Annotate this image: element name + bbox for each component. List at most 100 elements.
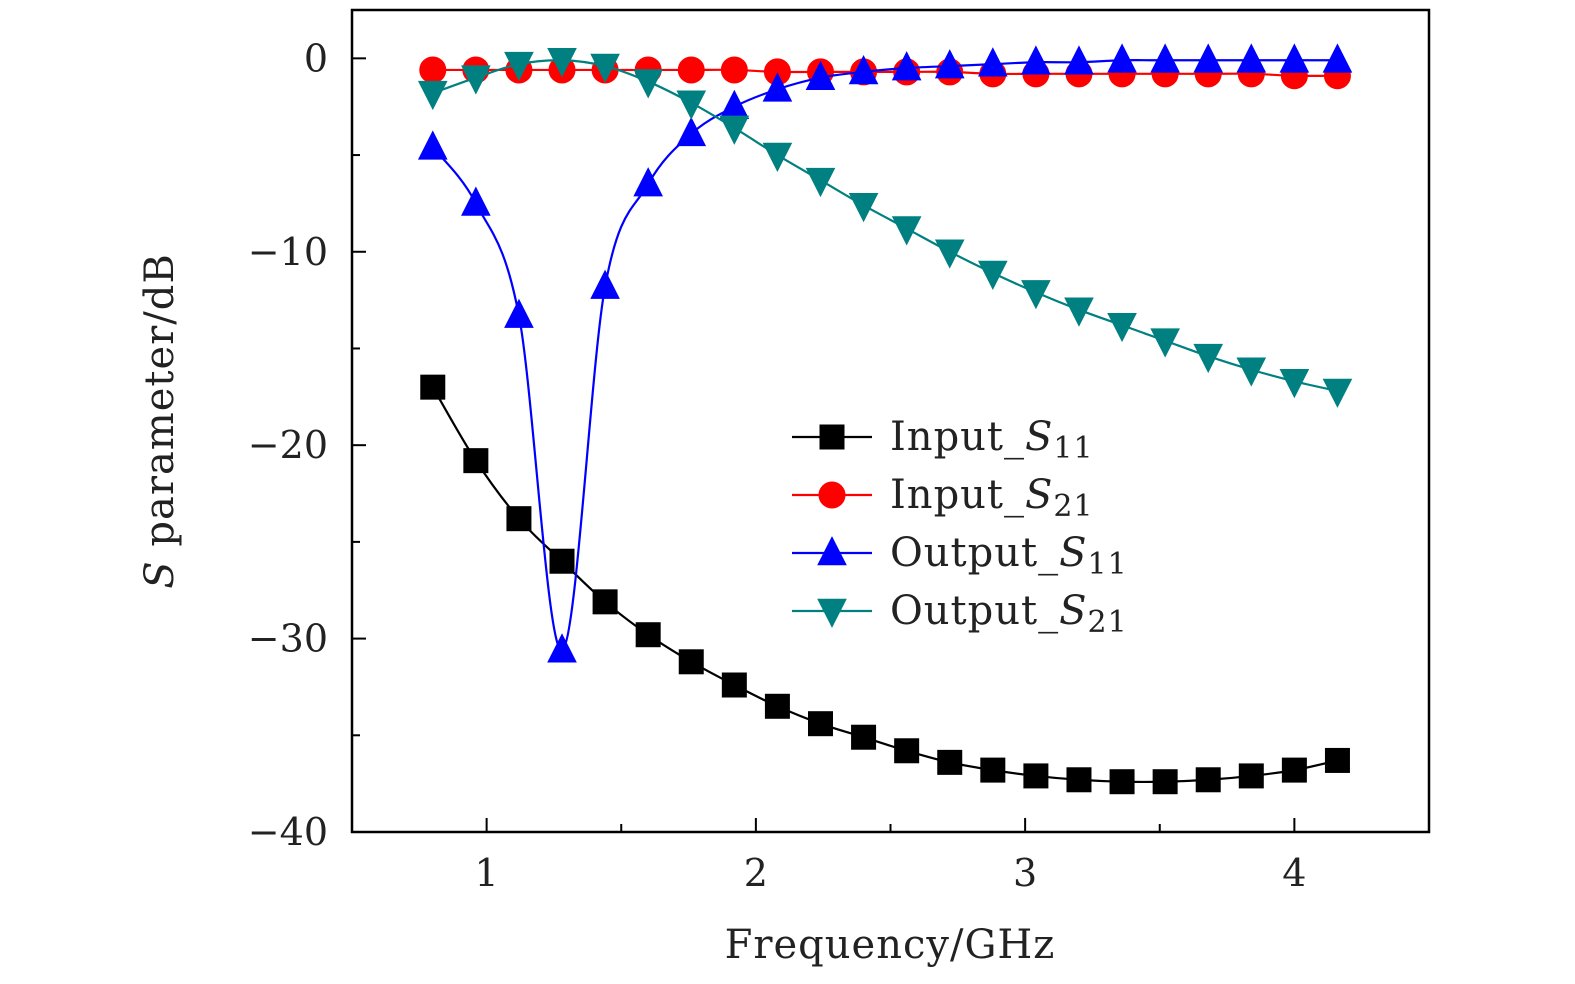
axis-ticks: 1 2 3 4 0 −10 −20 −30 −40	[248, 36, 1307, 895]
data-point	[592, 589, 618, 615]
data-point	[1193, 343, 1224, 374]
data-point	[1107, 43, 1137, 73]
data-point	[937, 749, 963, 775]
data-point	[420, 374, 446, 400]
data-point	[635, 622, 661, 648]
data-point	[1236, 357, 1267, 387]
series-output-s11	[417, 43, 1353, 663]
data-point	[549, 548, 575, 574]
data-point	[848, 54, 879, 85]
legend-label: Input_S21	[890, 472, 1094, 524]
data-point	[720, 56, 748, 84]
legend-label: Input_S11	[890, 414, 1094, 466]
legend-item: Input_S21	[792, 472, 1094, 524]
data-point	[894, 738, 920, 764]
data-point	[805, 167, 836, 198]
data-point	[934, 49, 965, 79]
legend-marker	[819, 424, 845, 450]
data-point	[590, 269, 620, 299]
x-tick-label: 4	[1282, 851, 1306, 895]
data-point	[547, 47, 577, 78]
data-point	[1064, 45, 1094, 75]
data-point	[417, 130, 448, 160]
data-point	[891, 216, 922, 246]
data-point	[1150, 328, 1180, 358]
data-point	[762, 142, 793, 172]
series-output-s21	[417, 47, 1353, 408]
data-point	[891, 51, 922, 81]
data-point	[1109, 769, 1135, 795]
data-point	[805, 60, 836, 90]
x-tick-label: 2	[744, 851, 768, 895]
data-point	[719, 115, 750, 145]
data-point	[1066, 767, 1092, 793]
data-point	[1064, 297, 1094, 327]
data-point	[1023, 763, 1049, 789]
data-point	[504, 51, 534, 82]
series-line	[431, 386, 1338, 784]
y-axis-title-symbol: S	[137, 560, 183, 588]
data-point	[978, 47, 1008, 77]
y-tick-label: −10	[248, 230, 328, 274]
data-point	[676, 116, 707, 147]
data-point	[721, 672, 747, 698]
data-point	[590, 53, 620, 83]
y-tick-label: −30	[248, 617, 328, 661]
series-layer	[417, 43, 1353, 795]
data-point	[419, 56, 447, 84]
data-point	[633, 167, 663, 197]
data-point	[848, 193, 879, 223]
legend-marker	[817, 598, 847, 628]
data-point	[1150, 43, 1180, 73]
data-point	[463, 448, 489, 474]
data-point	[547, 633, 577, 663]
series-line	[432, 59, 1338, 393]
data-point	[677, 56, 705, 84]
data-point	[980, 757, 1006, 783]
y-axis-title-rest: parameter/dB	[137, 253, 183, 560]
data-point	[461, 65, 491, 95]
data-point	[934, 239, 965, 269]
legend-item: Output_S11	[792, 530, 1128, 582]
y-axis-title: S parameter/dB	[137, 253, 183, 589]
data-point	[807, 711, 833, 737]
data-point	[1238, 763, 1264, 789]
series-line	[432, 68, 1338, 78]
legend-label: Output_S21	[890, 588, 1128, 640]
data-point	[1021, 45, 1051, 75]
y-tick-label: −20	[248, 423, 328, 467]
legend-item: Output_S21	[792, 588, 1128, 640]
legend: Input_S11 Input_S21 Output_S11 Output_S21	[792, 414, 1128, 640]
legend-label: Output_S11	[890, 530, 1128, 582]
data-point	[978, 260, 1008, 290]
data-point	[762, 72, 793, 102]
data-point	[1324, 747, 1350, 773]
data-point	[1322, 378, 1353, 408]
data-point	[461, 186, 491, 216]
data-point	[633, 69, 663, 99]
data-point	[678, 649, 704, 675]
data-point	[851, 724, 877, 750]
y-tick-label: −40	[248, 810, 328, 854]
data-point	[1021, 280, 1051, 310]
data-point	[676, 90, 707, 120]
data-point	[504, 298, 534, 328]
data-point	[506, 506, 532, 532]
data-point	[417, 80, 448, 111]
legend-marker	[818, 481, 846, 509]
data-point	[1279, 369, 1310, 399]
data-point	[1193, 43, 1224, 73]
x-axis-title: Frequency/GHz	[725, 922, 1056, 968]
data-point	[719, 89, 750, 120]
legend-item: Input_S11	[792, 414, 1094, 466]
data-point	[1195, 767, 1221, 793]
data-point	[1236, 43, 1267, 73]
data-point	[1152, 769, 1178, 795]
data-point	[1279, 43, 1310, 73]
legend-marker	[817, 536, 847, 566]
data-point	[764, 693, 790, 719]
data-point	[1281, 757, 1307, 783]
data-point	[1107, 312, 1137, 343]
x-tick-label: 3	[1013, 851, 1037, 895]
